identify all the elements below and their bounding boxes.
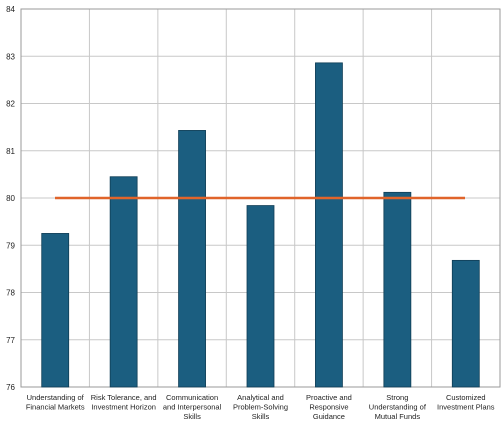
x-category-label-line: Communication [166, 393, 218, 402]
bar-3 [178, 130, 206, 388]
bar-2 [109, 176, 138, 388]
y-tick-label: 81 [6, 147, 15, 156]
y-tick-label: 83 [6, 52, 15, 61]
x-category-label-line: Investment Horizon [91, 403, 156, 412]
x-category-label-line: Investment Plans [437, 403, 495, 412]
x-category-label-line: Risk Tolerance, and [91, 393, 157, 402]
x-category-label-line: Mutual Funds [375, 412, 421, 421]
x-category-label: Communication and Interpersonal Skills [163, 393, 222, 421]
x-category-label: Customized Investment Plans [437, 393, 495, 412]
x-category-label: Analytical and Problem-Solving Skills [233, 393, 288, 421]
y-tick-label: 84 [6, 5, 15, 14]
x-category-label: Proactive and Responsive Guidance [306, 393, 352, 421]
bar-1 [41, 233, 70, 388]
bar-layer [41, 62, 480, 388]
x-category-label-line: Proactive and [306, 393, 352, 402]
y-tick-label: 82 [6, 100, 15, 109]
y-tick-label: 79 [6, 241, 15, 250]
y-tick-label: 76 [6, 383, 15, 392]
y-tick-label: 80 [6, 194, 15, 203]
x-category-label-line: Understanding of [27, 393, 85, 402]
x-category-label-line: Skills [183, 412, 201, 421]
y-tick-label: 78 [6, 289, 15, 298]
x-category-label-line: Skills [252, 412, 270, 421]
x-category-label: Strong Understanding of Mutual Funds [369, 393, 427, 421]
x-category-label-line: and Interpersonal [163, 403, 222, 412]
x-category-label-line: Responsive [309, 403, 348, 412]
y-tick-label: 77 [6, 336, 15, 345]
x-category-label-line: Understanding of [369, 403, 427, 412]
bar-6 [383, 191, 412, 388]
y-axis-ticks: 76 77 78 79 80 81 82 83 84 [6, 5, 15, 392]
x-category-label: Risk Tolerance, and Investment Horizon [91, 393, 157, 412]
bar-5 [315, 62, 343, 388]
x-category-label-line: Guidance [313, 412, 345, 421]
x-category-label-line: Financial Markets [26, 403, 85, 412]
x-category-label: Understanding of Financial Markets [26, 393, 85, 412]
x-category-label-line: Customized [446, 393, 486, 402]
bar-7 [451, 259, 480, 388]
x-category-label-line: Problem-Solving [233, 403, 288, 412]
x-category-label-line: Analytical and [237, 393, 284, 402]
bar-4 [246, 205, 275, 388]
x-category-label-line: Strong [386, 393, 408, 402]
